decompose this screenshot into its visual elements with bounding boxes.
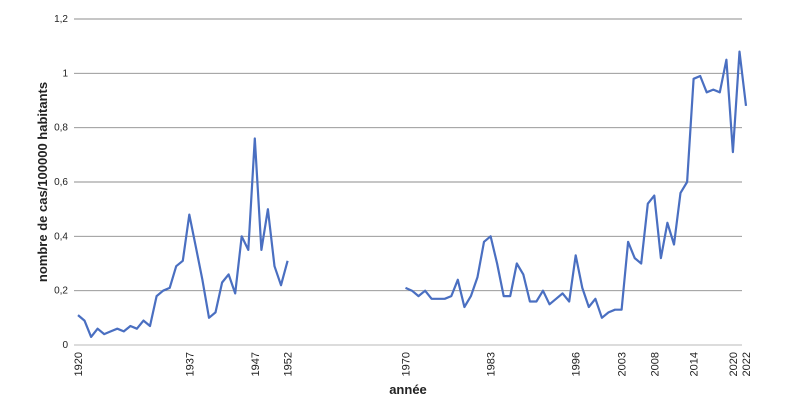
series-group — [77, 50, 748, 338]
x-tick-label: 2014 — [689, 352, 701, 376]
x-axis-label: année — [389, 382, 427, 397]
x-tick-label: 1970 — [400, 352, 412, 376]
x-tick-label: 1920 — [73, 352, 85, 376]
series-line — [405, 50, 748, 319]
x-tick-label: 2022 — [741, 352, 753, 376]
y-tick-label: 1,2 — [54, 14, 68, 25]
y-tick-label: 0,6 — [54, 177, 68, 188]
y-tick-label: 0,2 — [54, 286, 68, 297]
y-tick-label: 1 — [62, 68, 68, 79]
series-line — [77, 137, 289, 338]
x-tick-label: 2003 — [617, 352, 629, 376]
x-tick-label: 1937 — [184, 352, 196, 376]
y-tick-label: 0 — [62, 340, 68, 351]
x-tick-label: 2008 — [649, 352, 661, 376]
x-tick-label: 1952 — [283, 352, 295, 376]
gridlines — [74, 18, 742, 346]
y-tick-label: 0,8 — [54, 123, 68, 134]
y-axis-ticks: 0 0,2 0,4 0,6 0,8 1 1,2 — [54, 14, 68, 351]
x-tick-label: 1983 — [486, 352, 498, 376]
x-tick-label: 1947 — [250, 352, 262, 376]
x-axis-ticks: 1920 1937 1947 1952 1970 1983 1996 2003 2008 2014… — [73, 352, 753, 376]
y-tick-label: 0,4 — [54, 231, 68, 242]
y-axis-label: nombre de cas/100000 habitants — [35, 82, 50, 282]
x-tick-label: 2020 — [728, 352, 740, 376]
x-tick-label: 1996 — [571, 352, 583, 376]
